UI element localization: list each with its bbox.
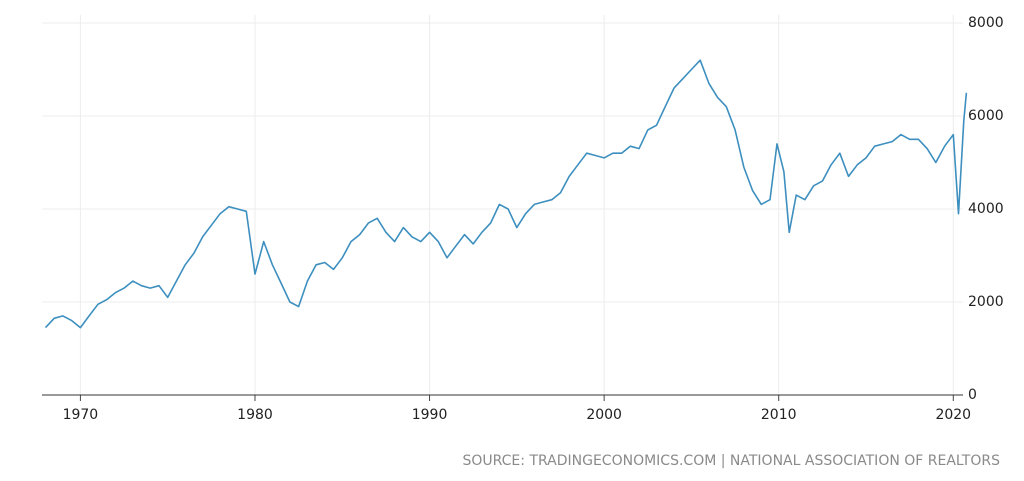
- y-tick-label: 0: [968, 387, 977, 403]
- x-tick-label: 2000: [586, 407, 622, 423]
- x-tick-label: 1980: [237, 407, 273, 423]
- y-tick-label: 6000: [968, 108, 1004, 124]
- y-tick-label: 2000: [968, 294, 1004, 310]
- x-tick-label: 2020: [935, 407, 971, 423]
- x-tick-label: 1990: [412, 407, 448, 423]
- line-series: [44, 59, 968, 329]
- x-tick-label: 1970: [63, 407, 99, 423]
- source: SOURCE: TRADINGECONOMICS.COM | NATIONAL …: [462, 453, 1000, 469]
- x-tick-label: 2010: [761, 407, 797, 423]
- y-tick-label: 8000: [968, 15, 1004, 31]
- y-tick-label: 4000: [968, 201, 1004, 217]
